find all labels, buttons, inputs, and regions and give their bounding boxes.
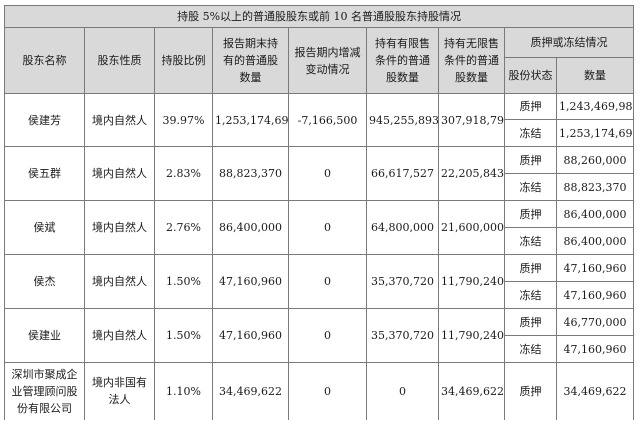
header-row-1: 股东名称 股东性质 持股比例 报告期末持 有的普通股 数量 报告期内增减 变动情况 持… <box>4 27 635 94</box>
pledge-status: 质押 <box>504 308 557 336</box>
pledge-quantity: 47,160,960 <box>555 335 635 363</box>
period-change: 0 <box>288 200 367 255</box>
period-change: 0 <box>288 308 367 363</box>
holding-ratio: 1.50% <box>154 308 213 363</box>
restricted-shares: 35,370,720 <box>366 254 439 309</box>
holding-ratio: 39.97% <box>154 93 213 147</box>
table-row: 冻结 1,253,174,691 <box>5 119 635 147</box>
shareholder-nature: 境内自然人 <box>84 308 155 363</box>
shareholder-nature: 境内自然人 <box>84 200 155 255</box>
table-row: 冻结 47,160,960 <box>5 281 635 309</box>
table-row: 侯斌 境内自然人 2.76% 86,400,000 0 64,800,000 21,600,… <box>4 200 635 255</box>
unrestricted-shares: 34,469,622 <box>438 362 505 420</box>
shareholder-name: 侯五群 <box>4 146 85 201</box>
pledge-quantity: 86,400,000 <box>555 227 635 255</box>
shares-held: 88,823,370 <box>212 146 289 201</box>
shareholder-nature: 境内自然人 <box>84 254 155 309</box>
pledge-quantity: 47,160,960 <box>555 254 635 282</box>
header-change: 报告期内增减 变动情况 <box>288 27 367 94</box>
table-row: 侯杰 境内自然人 1.50% 47,160,960 0 35,370,720 11,790,… <box>4 254 635 309</box>
shareholder-nature: 境内自然人 <box>84 146 155 201</box>
header-quantity: 数量 <box>555 57 635 94</box>
pledge-quantity: 1,243,469,987 <box>555 93 635 120</box>
shareholder-table: 持股 5%以上的普通股股东或前 10 名普通股股东持股情况 股东名称 股东性质 … <box>3 5 635 420</box>
shares-held: 47,160,960 <box>212 308 289 363</box>
pledge-status: 冻结 <box>504 173 557 201</box>
pledge-status: 冻结 <box>504 335 557 363</box>
pledge-quantity: 46,770,000 <box>555 308 635 336</box>
table-row: 冻结 86,400,000 <box>5 227 635 255</box>
header-status: 股份状态 <box>504 57 557 94</box>
unrestricted-shares: 11,790,240 <box>438 308 505 363</box>
table-row: 侯建芳 境内自然人 39.97% 1,253,174,691 -7,166,500 945… <box>4 93 635 147</box>
header-unrestricted: 持有无限售 条件的普通 股数量 <box>438 27 505 94</box>
restricted-shares: 0 <box>366 362 439 420</box>
period-change: 0 <box>288 146 367 201</box>
restricted-shares: 64,800,000 <box>366 200 439 255</box>
shareholder-name: 侯建芳 <box>4 93 85 147</box>
shareholder-name: 侯杰 <box>4 254 85 309</box>
shares-held: 1,253,174,691 <box>212 93 289 147</box>
shareholder-name: 深圳市聚成企 业管理顾问股 份有限公司 <box>4 362 85 420</box>
restricted-shares: 35,370,720 <box>366 308 439 363</box>
unrestricted-shares: 11,790,240 <box>438 254 505 309</box>
period-change: -7,166,500 <box>288 93 367 147</box>
header-held: 报告期末持 有的普通股 数量 <box>212 27 289 94</box>
pledge-quantity: 88,260,000 <box>555 146 635 174</box>
shareholder-name: 侯斌 <box>4 200 85 255</box>
pledge-status: 冻结 <box>504 227 557 255</box>
shares-held: 86,400,000 <box>212 200 289 255</box>
table-row: 侯建业 境内自然人 1.50% 47,160,960 0 35,370,720 11,790… <box>4 308 635 363</box>
table-row: 冻结 88,823,370 <box>5 173 635 201</box>
restricted-shares: 66,617,527 <box>366 146 439 201</box>
pledge-status: 质押 <box>504 362 557 420</box>
holding-ratio: 2.76% <box>154 200 213 255</box>
header-row-2: 股份状态 数量 <box>5 57 635 94</box>
header-name: 股东名称 <box>4 27 85 94</box>
unrestricted-shares: 307,918,798 <box>438 93 505 147</box>
table-title: 持股 5%以上的普通股股东或前 10 名普通股股东持股情况 <box>3 5 635 28</box>
shareholder-nature: 境内自然人 <box>84 93 155 147</box>
table-row: 深圳市聚成企 业管理顾问股 份有限公司 境内非国有 法人 1.10% 34,469,622 0… <box>4 362 635 420</box>
header-ratio: 持股比例 <box>154 27 213 94</box>
pledge-status: 质押 <box>504 254 557 282</box>
unrestricted-shares: 22,205,843 <box>438 146 505 201</box>
table-row: 冻结 47,160,960 <box>5 335 635 363</box>
shares-held: 47,160,960 <box>212 254 289 309</box>
table-body: 持股 5%以上的普通股股东或前 10 名普通股股东持股情况 股东名称 股东性质 … <box>3 5 635 420</box>
pledge-quantity: 34,469,622 <box>555 362 635 420</box>
pledge-quantity: 86,400,000 <box>555 200 635 228</box>
header-pledge-group: 质押或冻结情况 <box>503 27 635 58</box>
pledge-quantity: 1,253,174,691 <box>555 119 635 147</box>
pledge-quantity: 47,160,960 <box>555 281 635 309</box>
unrestricted-shares: 21,600,000 <box>438 200 505 255</box>
table-row: 侯五群 境内自然人 2.83% 88,823,370 0 66,617,527 22,205… <box>4 146 635 201</box>
period-change: 0 <box>288 362 367 420</box>
period-change: 0 <box>288 254 367 309</box>
pledge-status: 质押 <box>504 200 557 228</box>
header-nature: 股东性质 <box>84 27 155 94</box>
shareholder-name: 侯建业 <box>4 308 85 363</box>
title-row: 持股 5%以上的普通股股东或前 10 名普通股股东持股情况 <box>3 5 635 28</box>
holding-ratio: 1.50% <box>154 254 213 309</box>
shares-held: 34,469,622 <box>212 362 289 420</box>
header-restricted: 持有有限售 条件的普通 股数量 <box>366 27 439 94</box>
pledge-status: 质押 <box>504 93 557 120</box>
pledge-status: 冻结 <box>504 281 557 309</box>
shareholder-nature: 境内非国有 法人 <box>84 362 155 420</box>
pledge-quantity: 88,823,370 <box>555 173 635 201</box>
restricted-shares: 945,255,893 <box>366 93 439 147</box>
holding-ratio: 2.83% <box>154 146 213 201</box>
pledge-status: 质押 <box>504 146 557 174</box>
holding-ratio: 1.10% <box>154 362 213 420</box>
pledge-status: 冻结 <box>504 119 557 147</box>
